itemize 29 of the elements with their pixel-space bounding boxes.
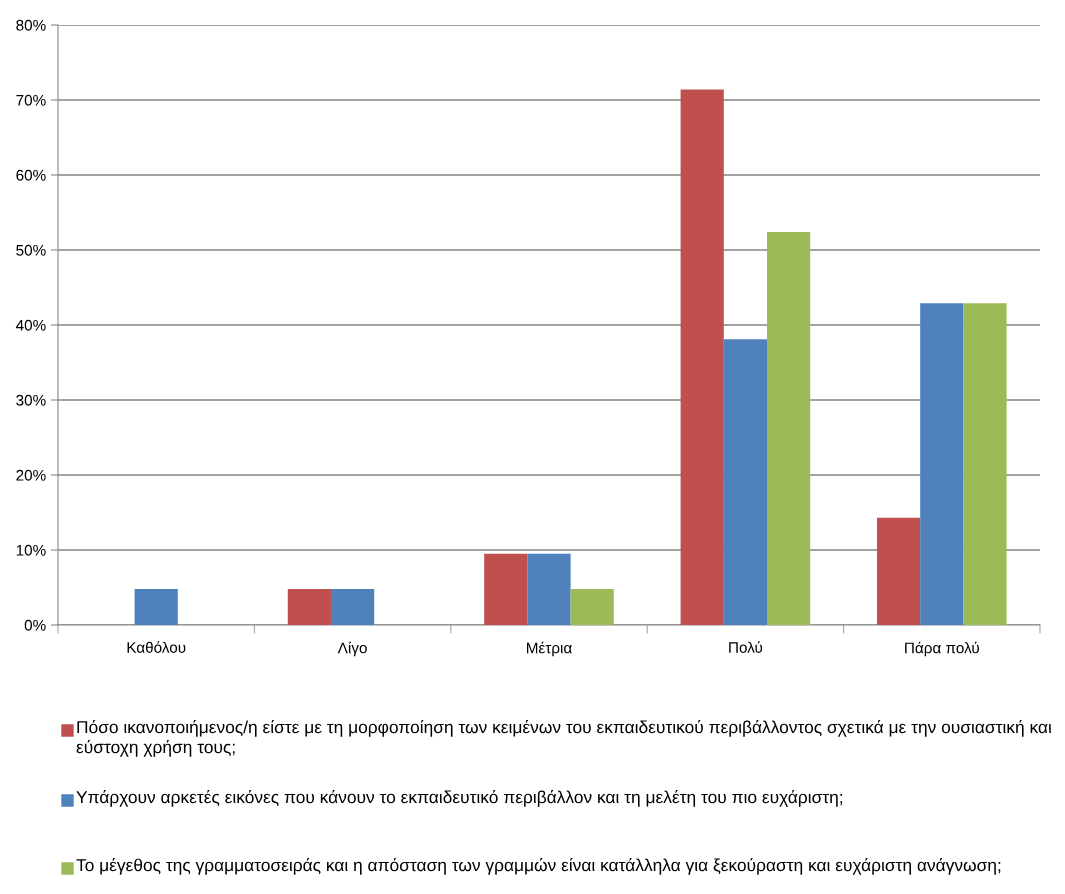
bar [527,553,571,625]
x-tick-label: Πολύ [729,641,763,653]
bar [331,589,375,625]
x-tick-label: Λίγο [337,641,367,657]
bar [680,89,724,625]
bar [963,303,1007,625]
bar [920,303,964,625]
y-tick-label: 20% [16,469,46,481]
y-tick-label: 80% [16,19,46,31]
y-tick-label: 40% [15,319,46,331]
bar [484,553,528,625]
y-tick-label: 10% [16,544,46,556]
x-tick-label: Πάρα πολύ [905,641,979,657]
bar [134,589,178,625]
y-tick-label: 30% [16,394,46,406]
y-tick-label: 60% [16,169,46,181]
y-tick-label: 0% [24,619,46,631]
y-tick-label: 50% [16,244,46,256]
legend-label: Το μέγεθος της γραμματοσειράς και η απόσταση των γραμμών είναι κατάλληλα για ξεκούραστη και ευχάριστη ανάγνωση; [76,858,1001,875]
legend-label: Πόσο ικανοποιήμενος/η είστε με τη μορφοποίηση των κειμένων του εκπαιδευτικού περιβάλλοντος σχετικά με την ουσιαστική και εύστοχη χρήση τους; [76,720,1052,757]
y-tick-label: 70% [16,94,46,106]
bar [287,589,331,625]
legend-label: Υπάρχουν αρκετές εικόνες που κάνουν το εκπαιδευτικό περιβάλλον και τη μελέτη του πιο ευχάριστη; [76,790,843,807]
bar [723,339,767,625]
bar [876,517,921,625]
x-tick-label: Μέτρια [527,641,572,657]
bar [570,589,614,625]
x-tick-label: Καθόλου [127,641,186,653]
bar [767,232,811,625]
